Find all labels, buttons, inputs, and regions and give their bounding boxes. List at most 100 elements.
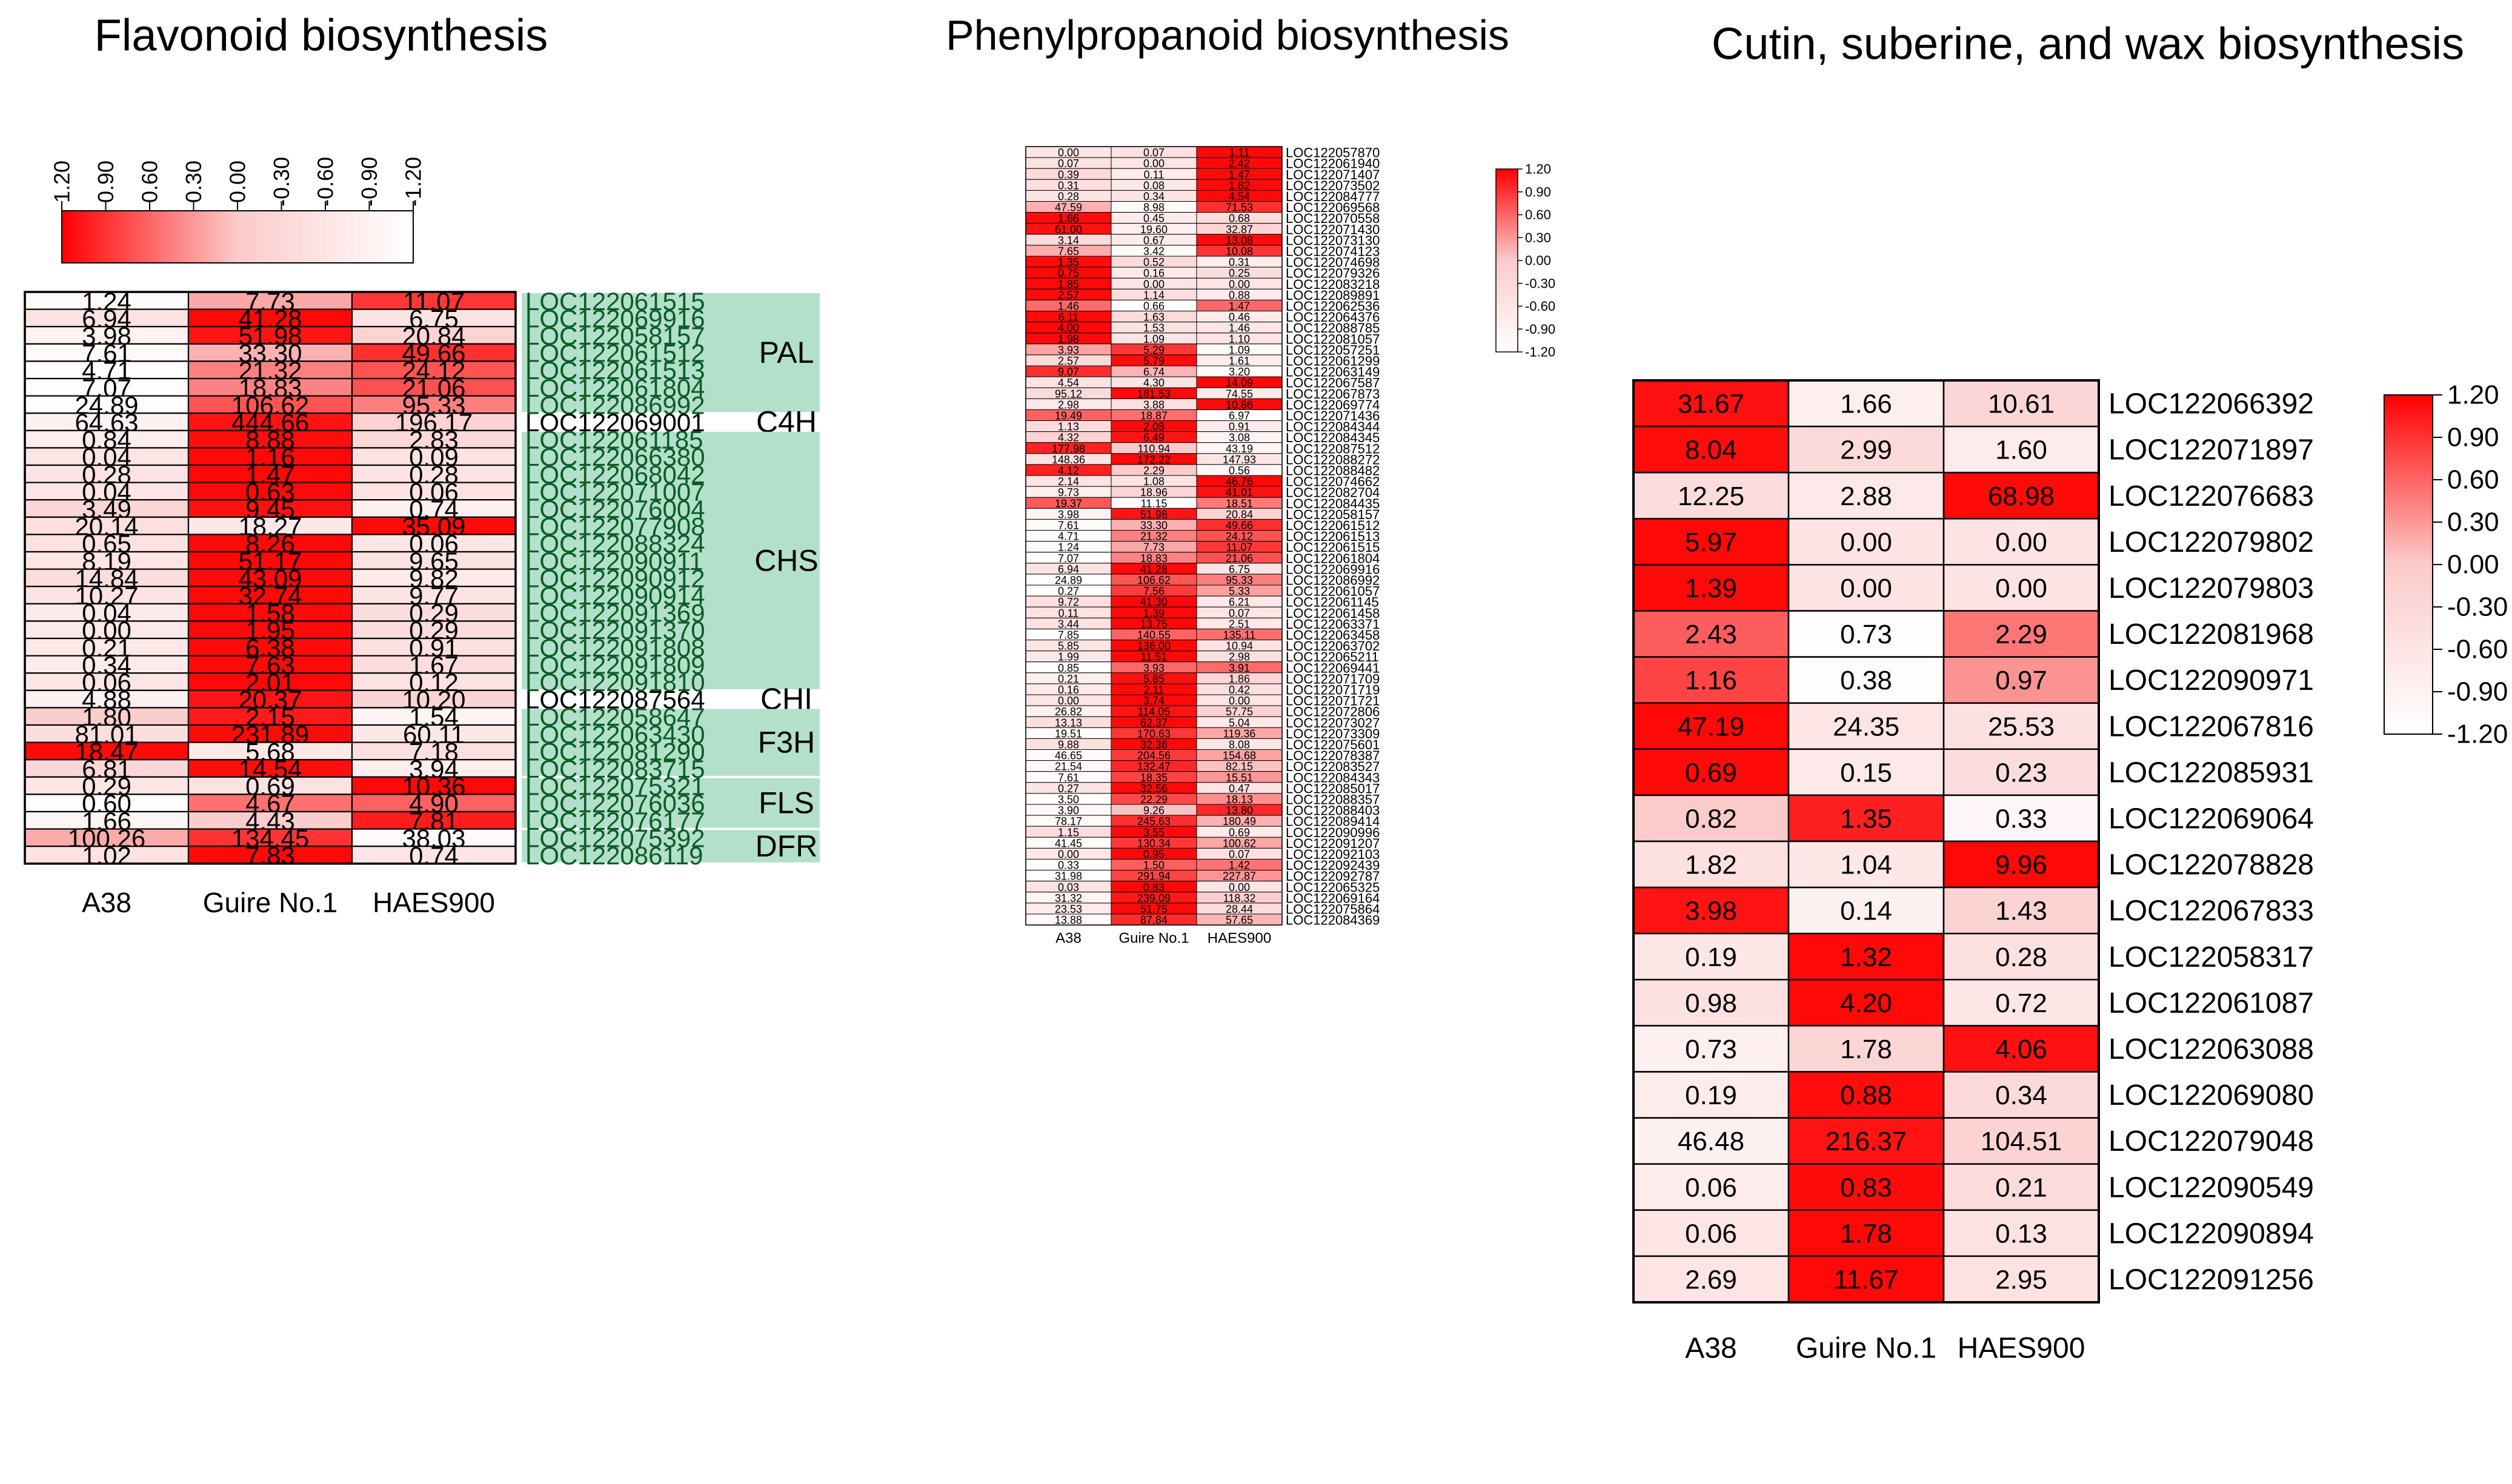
phenyl-gene-label: LOC122074698 — [1286, 255, 1380, 270]
cutin-cell-value: 0.72 — [1995, 989, 2047, 1018]
phenyl-cell-value: 18.83 — [1140, 552, 1168, 565]
cutin-cell-value: 24.35 — [1833, 712, 1899, 741]
flavonoid-cell — [24, 655, 190, 674]
flavonoid-gene-label: LOC122077908 — [525, 512, 705, 541]
flavonoid-gene-label: LOC122088324 — [525, 529, 705, 558]
cutin-cell — [1787, 564, 1945, 612]
flavonoid-gene-label: LOC122075321 — [525, 772, 705, 801]
phenyl-cell-value: 1.63 — [1143, 311, 1165, 323]
cutin-column-label: A38 — [1685, 1333, 1736, 1365]
cutin-cell-value: 0.33 — [1995, 804, 2047, 833]
phenyl-cell-value: 32.56 — [1140, 783, 1168, 795]
cutin-cell-value: 216.37 — [1826, 1127, 1907, 1156]
flavonoid-cell — [351, 568, 517, 588]
phenyl-cell-value: 2.57 — [1058, 289, 1079, 301]
phenyl-cell-value: 31.32 — [1055, 892, 1082, 904]
flavonoid-cell — [187, 499, 353, 518]
phenyl-gene-label: LOC122084435 — [1286, 496, 1380, 511]
flavonoid-cell — [351, 360, 517, 380]
phenyl-cell-value: 1.42 — [1229, 860, 1250, 872]
phenyl-cell-value: 0.00 — [1058, 147, 1079, 159]
phenyl-cell-value: 135.11 — [1223, 629, 1256, 641]
phenyl-cell-value: 2.57 — [1058, 355, 1079, 367]
phenyl-cell-value: 21.06 — [1226, 552, 1253, 565]
cutin-cell-value: 1.66 — [1840, 389, 1892, 419]
flavonoid-cell — [187, 343, 353, 362]
phenyl-cell-value: 14.09 — [1226, 377, 1253, 389]
flavonoid-gene-label: LOC122068042 — [525, 460, 705, 489]
cutin-cell — [1632, 840, 1790, 889]
phenyl-gene-label: LOC122088403 — [1286, 803, 1380, 818]
cutin-gene-label: LOC122066392 — [2108, 388, 2314, 420]
phenyl-cell-value: 23.53 — [1055, 903, 1082, 915]
phenyl-cell-value: 0.00 — [1229, 278, 1250, 290]
phenyl-cell-value: 227.87 — [1223, 870, 1256, 883]
flavonoid-legend-tick-label: 1.20 — [50, 161, 75, 203]
phenyl-cell-value: 0.66 — [1143, 300, 1165, 312]
flavonoid-cell — [187, 464, 353, 483]
phenyl-cell-value: 26.82 — [1055, 706, 1082, 718]
phenyl-cell-value: 5.79 — [1143, 355, 1165, 367]
phenyl-cell-value: 0.00 — [1143, 278, 1165, 290]
phenyl-cell-value: 1.99 — [1058, 651, 1079, 663]
phenyl-cell-value: 0.83 — [1143, 881, 1165, 893]
phenyl-cell-value: 0.00 — [1229, 881, 1250, 893]
cutin-cell-value: 0.13 — [1995, 1219, 2047, 1248]
phenyl-cell-value: 0.16 — [1143, 267, 1165, 279]
phenyl-cell-value: 3.42 — [1143, 245, 1165, 257]
phenyl-cell-value: 1.66 — [1058, 213, 1079, 225]
flavonoid-cell — [187, 377, 353, 397]
phenyl-cell-value: 18.13 — [1226, 793, 1253, 806]
flavonoid-cell — [351, 516, 517, 535]
phenyl-cell-value: 1.98 — [1058, 333, 1079, 345]
cutin-cell-value: 1.78 — [1840, 1219, 1892, 1248]
cutin-cell — [1942, 518, 2100, 566]
phenyl-cell-value: 7.61 — [1058, 772, 1079, 784]
phenyl-cell-value: 0.85 — [1058, 662, 1079, 674]
cutin-cell — [1942, 656, 2100, 704]
phenyl-cell-value: 0.16 — [1058, 684, 1079, 696]
phenyl-cell-value: 1.47 — [1229, 300, 1250, 312]
phenyl-cell-value: 13.80 — [1226, 804, 1253, 817]
phenyl-cell-value: 1.13 — [1058, 421, 1079, 433]
flavonoid-gene-label: LOC122081290 — [525, 737, 705, 766]
flavonoid-cell — [351, 776, 517, 795]
phenyl-cell-value: 7.07 — [1058, 552, 1079, 565]
cutin-cell-value: 2.29 — [1995, 620, 2047, 649]
phenyl-legend-tick-label: -0.60 — [1525, 299, 1555, 314]
phenyl-gene-label: LOC122061145 — [1286, 595, 1379, 610]
flavonoid-gene-label: LOC122087564 — [525, 686, 705, 714]
flavonoid-cell — [351, 534, 517, 553]
phenyl-cell-value: 3.91 — [1229, 662, 1250, 674]
phenyl-cell-value: 0.00 — [1143, 157, 1165, 170]
phenyl-cell-value: 204.56 — [1137, 750, 1171, 762]
cutin-cell-value: 2.99 — [1840, 436, 1892, 465]
cutin-cell-value: 46.48 — [1678, 1127, 1744, 1156]
cutin-cell — [1632, 702, 1790, 750]
cutin-cell-value: 1.60 — [1995, 436, 2047, 465]
phenyl-cell-value: 3.93 — [1058, 344, 1079, 356]
cutin-column-label: Guire No.1 — [1796, 1333, 1936, 1365]
flavonoid-cell — [187, 326, 353, 345]
cutin-legend-tick-label: 0.90 — [2447, 423, 2499, 452]
phenyl-cell-value: 4.54 — [1229, 190, 1250, 202]
phenyl-cell-value: 2.98 — [1058, 399, 1079, 411]
cutin-cell-value: 0.83 — [1840, 1173, 1892, 1202]
phenyl-cell-value: 0.08 — [1143, 179, 1165, 191]
phenyl-gene-label: LOC122065211 — [1286, 649, 1379, 664]
cutin-cell — [1787, 425, 1945, 474]
phenyl-gene-label: LOC122084777 — [1286, 189, 1380, 204]
cutin-legend-tick-label: -0.60 — [2447, 635, 2508, 664]
flavonoid-gene-label: LOC122090911 — [525, 547, 703, 575]
cutin-cell-value: 0.00 — [1995, 574, 2047, 603]
phenyl-gene-label: LOC122092439 — [1286, 858, 1380, 873]
phenyl-outline — [1025, 146, 1283, 926]
cutin-cell-value: 0.14 — [1840, 896, 1892, 926]
phenyl-cell-value: 3.88 — [1143, 399, 1165, 411]
cutin-gene-label: LOC122076683 — [2108, 480, 2314, 512]
phenyl-cell-value: 6.74 — [1143, 366, 1165, 378]
phenyl-gene-label: LOC122084344 — [1286, 419, 1380, 434]
flavonoid-cell — [24, 291, 190, 310]
phenyl-cell-value: 7.73 — [1143, 542, 1165, 554]
flavonoid-cell — [351, 846, 517, 864]
